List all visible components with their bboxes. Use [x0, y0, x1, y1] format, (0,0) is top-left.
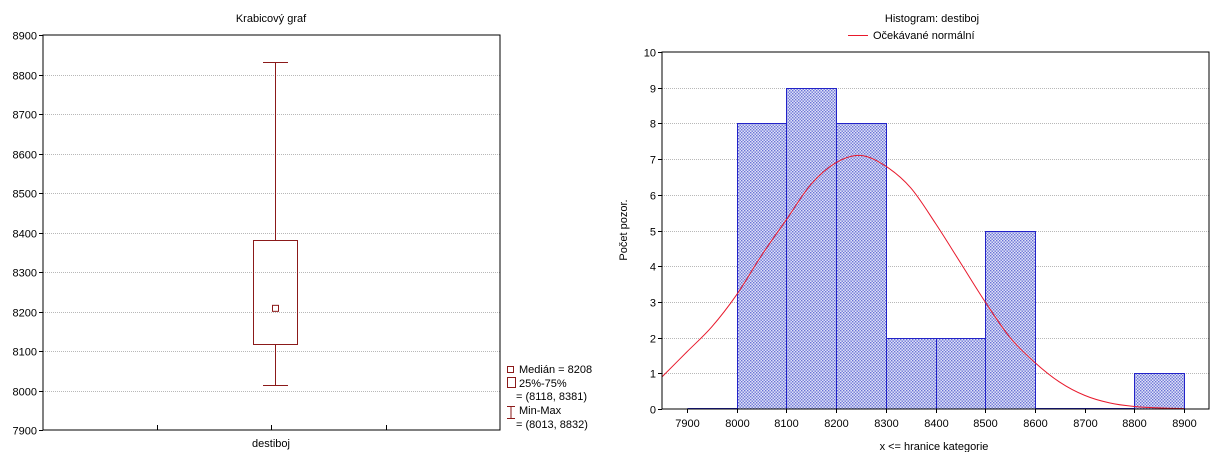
- histogram-x-axis-label: x <= hranice kategorie: [880, 441, 989, 452]
- histogram-bar: [985, 231, 1036, 410]
- hist-y-tick-label: 0: [650, 405, 656, 417]
- box-plot-frame: [42, 34, 501, 431]
- hist-x-tick-label: 8700: [1073, 418, 1097, 430]
- box-plot-y-axis: 7900 8000 8100 8200 8300 8400 8500 8600 8700 8800…: [13, 31, 43, 438]
- legend-box-label-line1: 25%-75%: [519, 378, 567, 390]
- histogram-legend-label: Očekávané normální: [873, 30, 975, 42]
- legend-box-symbol: [507, 377, 516, 388]
- box-y-tick-label: 8400: [13, 229, 37, 241]
- legend-whisker-label-line1: Min-Max: [519, 405, 562, 417]
- legend-median-label: Medián = 8208: [519, 364, 592, 376]
- histogram-bar: [836, 123, 887, 410]
- histogram-bar: [1134, 373, 1185, 410]
- legend-box-label-line2: = (8118, 8381): [516, 391, 587, 403]
- hist-x-tick-label: 7900: [675, 418, 699, 430]
- hist-x-tick-label: 8100: [774, 418, 798, 430]
- hist-x-tick-label: 8300: [874, 418, 898, 430]
- histogram-x-axis: 7900 8000 8100 8200 8300 8400 8500 8600 8700 8800…: [675, 409, 1197, 430]
- box-y-tick-label: 8700: [13, 110, 37, 122]
- normal-curve-line: [661, 154, 1185, 410]
- hist-y-tick-label: 6: [650, 191, 656, 203]
- box-y-tick-label: 8200: [13, 308, 37, 320]
- box-y-tick-label: 8100: [13, 347, 37, 359]
- hist-x-tick-label: 8000: [725, 418, 749, 430]
- histogram-bar: [737, 123, 787, 410]
- legend-whisker-label-line2: = (8013, 8832): [516, 419, 588, 431]
- box-y-tick-label: 8600: [13, 150, 37, 162]
- hist-y-tick-label: 7: [650, 155, 656, 167]
- hist-x-tick-label: 8600: [1023, 418, 1047, 430]
- legend-median-symbol: [507, 366, 514, 373]
- histogram-bars: [687, 88, 1185, 410]
- histogram-y-axis-label: Počet pozor.: [618, 199, 630, 260]
- hist-x-tick-label: 8800: [1122, 418, 1146, 430]
- histogram-chart: Histogram: destiboj Očekávané normální 0…: [618, 13, 1210, 453]
- hist-x-tick-label: 8400: [924, 418, 948, 430]
- hist-y-tick-label: 8: [650, 119, 656, 131]
- hist-y-tick-label: 4: [650, 262, 656, 274]
- histogram-title: Histogram: destiboj: [885, 13, 979, 25]
- box-y-tick-label: 8300: [13, 268, 37, 280]
- box-plot-chart: Krabicový graf 7900 8000 8100 8200 8300 8400 8…: [13, 13, 593, 450]
- hist-x-tick-label: 8200: [824, 418, 848, 430]
- box-y-tick-label: 8900: [13, 31, 37, 43]
- hist-x-tick-label: 8900: [1172, 418, 1196, 430]
- histogram-bar: [886, 338, 937, 410]
- hist-x-tick-label: 8500: [973, 418, 997, 430]
- box-y-tick-label: 7900: [13, 426, 37, 438]
- hist-y-tick-label: 3: [650, 298, 656, 310]
- hist-y-tick-label: 2: [650, 334, 656, 346]
- box-plot-category-label: destiboj: [252, 438, 290, 450]
- box-plot-legend: Medián = 8208 25%-75% = (8118, 8381) Min…: [507, 364, 592, 431]
- histogram-bar: [786, 88, 837, 410]
- box-median-marker: [272, 304, 279, 312]
- box-y-tick-label: 8500: [13, 189, 37, 201]
- histogram-frame: [661, 51, 1210, 410]
- box-y-tick-label: 8000: [13, 387, 37, 399]
- box-plot-gridlines: [43, 75, 500, 392]
- box-plot-title: Krabicový graf: [236, 13, 307, 25]
- hist-y-tick-label: 10: [644, 48, 656, 60]
- histogram-bar: [936, 338, 986, 410]
- box-plot-marks: [253, 62, 298, 386]
- legend-whisker-symbol: [507, 406, 515, 419]
- hist-y-tick-label: 5: [650, 227, 656, 239]
- box-plot-x-axis: [157, 425, 387, 430]
- hist-y-tick-label: 1: [650, 369, 656, 381]
- hist-y-tick-label: 9: [650, 84, 656, 96]
- box-iqr-rect: [253, 240, 298, 345]
- histogram-y-axis: 0 1 2 3 4 5 6 7 8 9 10: [644, 48, 662, 417]
- box-y-tick-label: 8800: [13, 71, 37, 83]
